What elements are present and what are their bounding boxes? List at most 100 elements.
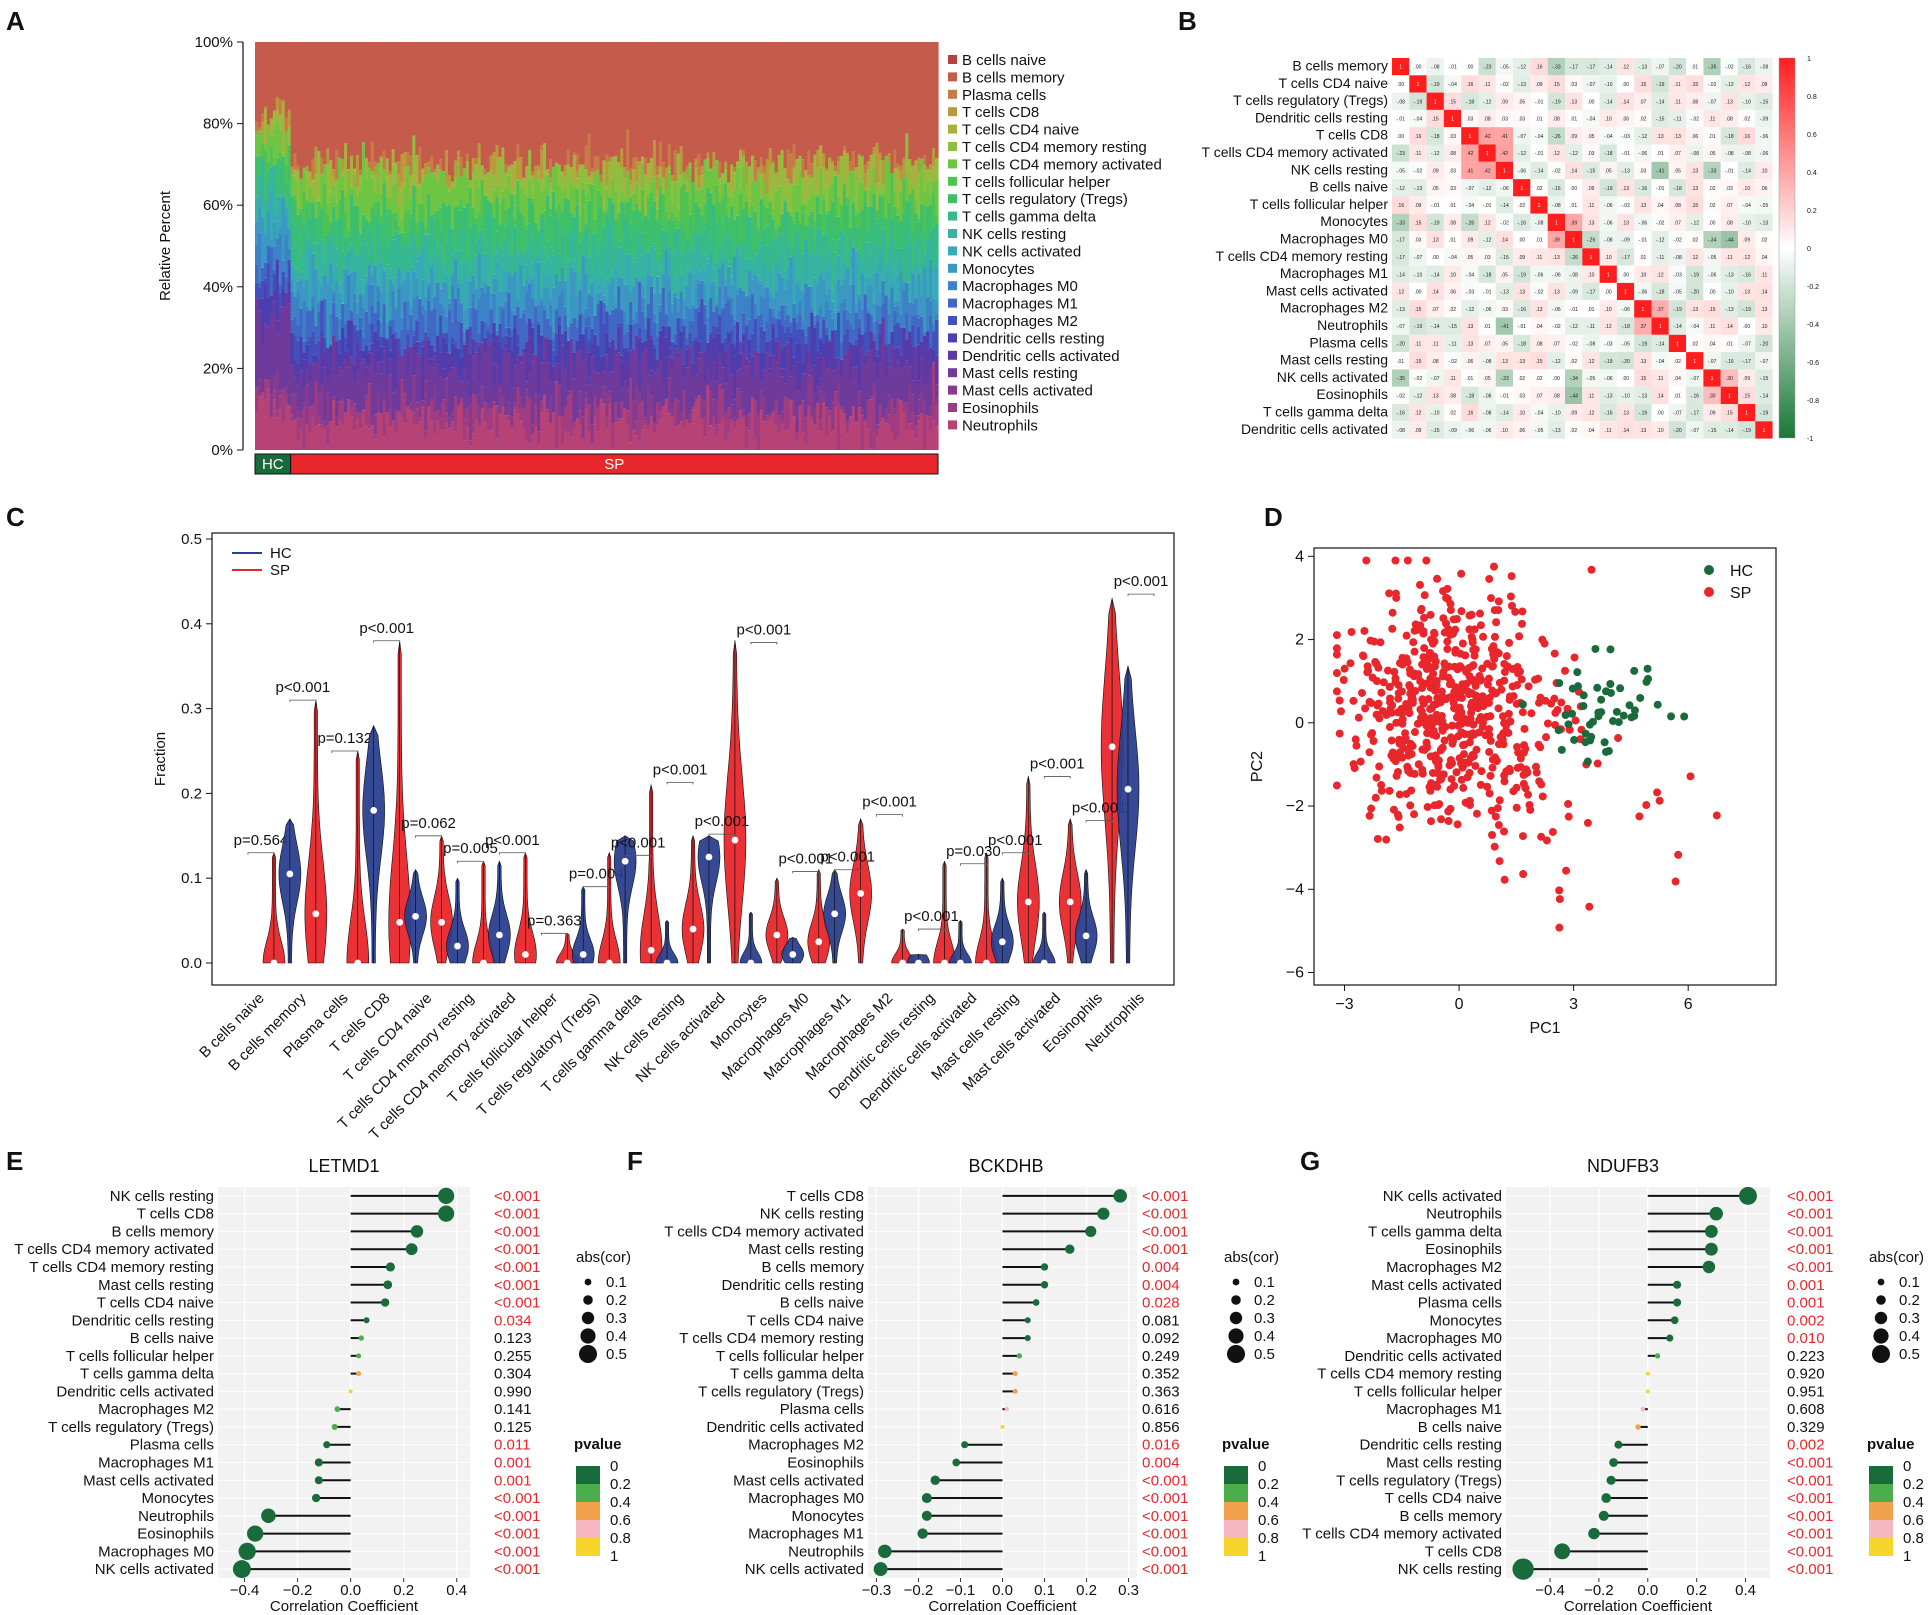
bar-segment [605, 189, 609, 213]
bar-segment [685, 286, 690, 306]
bar-segment [857, 212, 862, 227]
bar-segment [842, 354, 847, 357]
bar-segment [350, 400, 354, 406]
bar-segment [332, 244, 336, 268]
bar-segment [614, 354, 618, 403]
bar-segment [448, 272, 452, 297]
bar-segment [756, 228, 761, 233]
bar-segment [347, 235, 351, 251]
bar-segment [534, 177, 538, 222]
bar-segment [522, 407, 526, 429]
bar-segment [546, 275, 550, 288]
bar-segment [578, 314, 583, 334]
bar-segment [768, 292, 773, 309]
bar-segment [670, 42, 675, 176]
bar-segment [260, 42, 265, 114]
bar-segment [804, 203, 808, 226]
bar-segment [709, 391, 713, 426]
bar-segment [373, 201, 378, 215]
bar-segment [480, 221, 485, 230]
bar-segment [382, 42, 387, 151]
bar-segment [792, 220, 797, 224]
bar-segment [326, 165, 330, 203]
bar-segment [364, 244, 369, 276]
bar-segment [260, 298, 265, 322]
sp-sample-bar [742, 42, 746, 450]
bar-segment [878, 333, 883, 346]
bar-segment [848, 161, 853, 172]
bar-segment [816, 350, 820, 358]
bar-segment [338, 217, 342, 220]
bar-segment [860, 309, 865, 335]
bar-segment [774, 42, 779, 173]
bar-segment [311, 362, 315, 365]
bar-segment [733, 324, 737, 343]
bar-segment [602, 213, 607, 226]
bar-segment [685, 169, 690, 181]
bar-segment [379, 361, 384, 374]
bar-segment [688, 414, 693, 424]
bar-segment [747, 42, 752, 167]
bar-segment [305, 208, 310, 238]
bar-segment [397, 161, 402, 175]
bar-segment [266, 210, 271, 246]
bar-segment [468, 396, 473, 405]
bar-segment [632, 211, 636, 252]
sp-sample-bar [878, 42, 883, 450]
bar-segment [715, 381, 719, 402]
bar-segment [314, 174, 318, 195]
sp-sample-bar [418, 42, 422, 450]
bar-segment [281, 156, 286, 157]
bar-segment [358, 294, 363, 318]
bar-segment [795, 343, 800, 363]
bar-segment [887, 343, 892, 362]
bar-segment [658, 177, 663, 187]
bar-segment [540, 301, 544, 335]
bar-segment [679, 331, 684, 349]
sp-sample-bar [860, 42, 865, 450]
bar-segment [358, 349, 363, 359]
bar-segment [311, 159, 315, 180]
bar-segment [486, 42, 491, 173]
bar-segment [834, 330, 838, 359]
bar-segment [382, 304, 387, 338]
bar-segment [768, 340, 773, 356]
bar-segment [872, 242, 877, 270]
bar-segment [299, 254, 304, 272]
bar-segment [269, 295, 274, 315]
bar-segment [471, 158, 476, 172]
sp-sample-bar [347, 42, 351, 450]
bar-segment [715, 326, 719, 334]
bar-segment [522, 313, 526, 349]
bar-segment [825, 42, 829, 169]
bar-segment [566, 260, 571, 283]
bar-segment [730, 195, 734, 207]
bar-segment [361, 291, 366, 295]
bar-segment [581, 438, 586, 450]
bar-segment [629, 301, 633, 325]
sp-sample-bar [801, 42, 805, 450]
bar-segment [522, 285, 526, 310]
bar-segment [587, 42, 592, 135]
bar-segment [730, 285, 734, 298]
bar-segment [893, 42, 898, 150]
bar-segment [302, 286, 307, 301]
bar-segment [281, 389, 286, 423]
bar-segment [504, 225, 509, 240]
bar-segment [765, 270, 770, 286]
bar-segment [706, 158, 710, 162]
bar-segment [715, 184, 719, 222]
bar-segment [492, 406, 497, 450]
bar-segment [412, 343, 416, 376]
sp-sample-bar [641, 42, 645, 450]
bar-segment [786, 279, 791, 316]
bar-segment [578, 282, 583, 290]
bar-segment [492, 255, 497, 274]
bar-segment [483, 322, 488, 338]
bar-segment [373, 414, 378, 435]
bar-segment [424, 296, 428, 310]
bar-segment [685, 42, 690, 167]
bar-segment [614, 402, 618, 423]
bar-segment [522, 192, 526, 217]
sp-sample-bar [507, 42, 511, 450]
